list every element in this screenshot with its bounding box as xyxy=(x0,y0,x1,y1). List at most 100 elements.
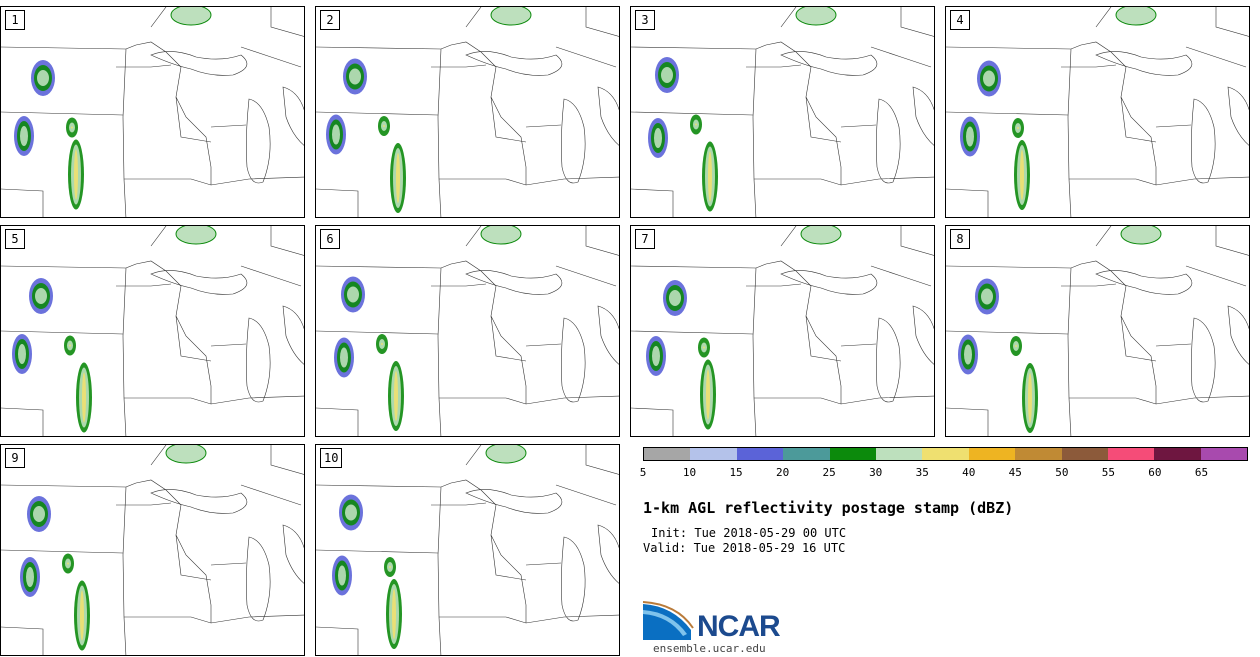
state-boundary xyxy=(1,188,44,217)
state-boundary xyxy=(316,330,439,335)
state-boundary xyxy=(525,124,562,128)
state-boundary xyxy=(1,111,124,116)
state-boundary xyxy=(631,263,767,269)
state-boundary xyxy=(585,226,619,256)
reflectivity-cell xyxy=(67,562,69,565)
colorbar-bin-12 xyxy=(1200,448,1248,460)
ensemble-member-panel-5: 5 xyxy=(0,225,305,437)
member-number: 3 xyxy=(635,10,655,30)
state-boundary xyxy=(490,96,527,143)
member-number: 10 xyxy=(320,448,343,468)
reflectivity-cell xyxy=(795,7,837,26)
reflectivity-cell xyxy=(33,506,45,522)
init-time: Init: Tue 2018-05-29 00 UTC xyxy=(651,526,847,540)
state-boundary xyxy=(431,283,487,287)
state-boundary xyxy=(1120,96,1157,143)
map-base xyxy=(631,226,934,436)
lake-outline xyxy=(246,98,271,184)
reflectivity-cell xyxy=(1017,127,1019,129)
colorbar-tick-label: 30 xyxy=(869,466,883,479)
colorbar-tick-label: 65 xyxy=(1194,466,1209,479)
lake-outline xyxy=(1191,98,1216,184)
lake-outline xyxy=(780,51,878,76)
state-boundary xyxy=(1061,283,1117,287)
lake-outline xyxy=(1191,317,1216,403)
state-boundary xyxy=(465,7,482,28)
state-boundary xyxy=(631,330,754,335)
state-boundary xyxy=(270,445,304,475)
lake-outline xyxy=(876,98,901,184)
state-boundary xyxy=(525,562,562,566)
reflectivity-cell xyxy=(383,125,385,127)
lake-outline xyxy=(1227,86,1249,146)
state-boundary xyxy=(316,263,452,269)
colorbar-tick-label: 10 xyxy=(682,466,697,479)
lake-outline xyxy=(150,270,248,295)
map-base xyxy=(946,7,1249,217)
colorbar-bin-3 xyxy=(783,448,830,460)
logo-url: ensemble.ucar.edu xyxy=(653,642,766,655)
ncar-logo-icon xyxy=(643,601,694,640)
colorbar-tick-label: 25 xyxy=(822,466,836,479)
colorbar-bin-7 xyxy=(968,448,1016,460)
state-boundary xyxy=(450,479,527,623)
member-number: 8 xyxy=(950,229,970,249)
reflectivity-cell xyxy=(964,344,972,365)
state-boundary xyxy=(870,46,932,68)
state-boundary xyxy=(270,226,304,256)
state-boundary xyxy=(1,330,124,335)
lake-outline xyxy=(150,51,248,76)
reflectivity-cell xyxy=(392,589,396,639)
reflectivity-colorbar xyxy=(643,447,1248,461)
state-boundary xyxy=(1067,267,1072,436)
reflectivity-cell xyxy=(800,226,842,245)
colorbar-tick-label: 40 xyxy=(962,466,976,479)
state-boundary xyxy=(780,7,797,28)
reflectivity-cell xyxy=(661,67,673,83)
reflectivity-cell xyxy=(1020,150,1024,200)
colorbar-tick-label: 60 xyxy=(1148,466,1162,479)
lake-outline xyxy=(465,270,563,295)
state-boundary xyxy=(439,395,619,405)
state-boundary xyxy=(746,283,802,287)
lake-outline xyxy=(597,305,619,365)
state-boundary xyxy=(1215,226,1249,256)
lake-outline xyxy=(282,305,304,365)
member-number: 5 xyxy=(5,229,25,249)
reflectivity-cell xyxy=(654,128,662,148)
state-boundary xyxy=(1,626,44,655)
reflectivity-cell xyxy=(983,70,995,87)
state-boundary xyxy=(754,395,934,405)
state-boundary xyxy=(439,614,619,624)
lake-outline xyxy=(282,86,304,146)
state-boundary xyxy=(465,445,482,466)
lake-outline xyxy=(246,317,271,403)
state-boundary xyxy=(135,260,212,404)
reflectivity-cell xyxy=(389,566,391,568)
reflectivity-cell xyxy=(340,347,348,368)
ensemble-member-panel-10: 10 xyxy=(315,444,620,656)
state-boundary xyxy=(1185,265,1247,287)
state-boundary xyxy=(555,46,617,68)
reflectivity-cell xyxy=(345,504,357,521)
valid-time: Valid: Tue 2018-05-29 16 UTC xyxy=(643,541,846,555)
state-boundary xyxy=(116,283,172,287)
reflectivity-cell xyxy=(490,7,532,26)
state-boundary xyxy=(1120,315,1157,362)
state-boundary xyxy=(175,534,212,581)
reflectivity-cell xyxy=(69,344,71,347)
colorbar-bin-1 xyxy=(690,448,737,460)
lake-outline xyxy=(912,86,934,146)
state-boundary xyxy=(870,265,932,287)
state-boundary xyxy=(150,226,167,247)
ensemble-member-panel-8: 8 xyxy=(945,225,1250,437)
state-boundary xyxy=(175,315,212,362)
state-boundary xyxy=(1215,7,1249,37)
state-boundary xyxy=(946,44,1082,50)
state-boundary xyxy=(122,48,127,217)
reflectivity-cell xyxy=(26,567,34,587)
state-boundary xyxy=(1061,64,1117,68)
ensemble-member-panel-7: 7 xyxy=(630,225,935,437)
map-base xyxy=(316,445,619,655)
reflectivity-cell xyxy=(1028,373,1032,423)
